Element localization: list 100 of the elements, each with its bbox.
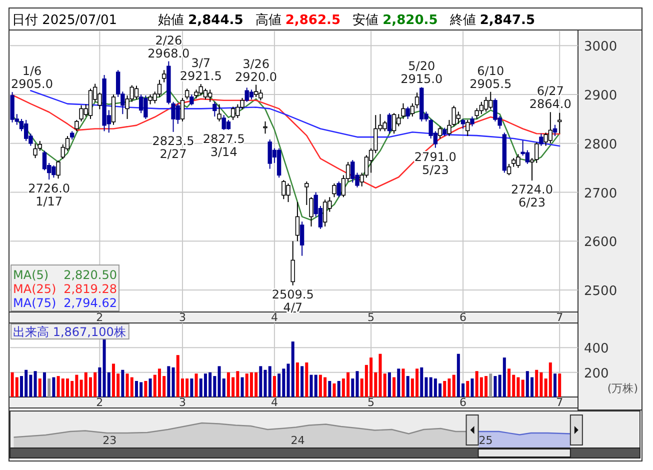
candlestick (295, 202, 300, 242)
bar (332, 383, 336, 397)
candlestick (300, 221, 304, 256)
bar (554, 374, 557, 397)
x-tick-label: 25 (478, 434, 493, 447)
chart-title: 出来高 1,867,100株 (13, 325, 126, 339)
y-axis-title: (万株) (607, 382, 638, 395)
candlestick (56, 160, 60, 180)
candlestick (134, 85, 139, 100)
bar (167, 366, 170, 397)
candlestick (484, 96, 488, 112)
x-tick-label: 3 (178, 311, 186, 324)
candlestick (336, 181, 341, 198)
annotation: 6/27 2864.0 (529, 84, 572, 112)
bar (383, 374, 386, 397)
candlestick (322, 199, 328, 227)
bar (190, 378, 194, 397)
candlestick (304, 181, 309, 206)
bar (38, 378, 42, 397)
candlestick (38, 140, 42, 152)
text: 安値 2,820.5 (352, 12, 438, 28)
bar (521, 380, 524, 397)
candlestick (74, 119, 79, 132)
text: 終値 2,847.5 (448, 13, 535, 28)
candlestick (332, 182, 336, 198)
bar (328, 380, 332, 397)
candlestick (180, 97, 185, 122)
annotation: 6/10 2905.5 (470, 64, 512, 91)
candlestick (203, 88, 208, 100)
candlestick (392, 112, 396, 134)
x-tick-label: 6 (460, 396, 467, 409)
candlestick (184, 88, 190, 100)
candlestick (33, 142, 38, 159)
legend: MA(5) 2,820.50 MA(25) 2,819.28 MA(75) 2,794.62 (10, 264, 120, 312)
candlestick (226, 119, 231, 130)
bar (337, 380, 340, 397)
bar (42, 372, 46, 397)
bar (48, 378, 51, 397)
candlestick (460, 118, 466, 130)
bar (291, 342, 294, 397)
bar (392, 377, 396, 397)
bar (388, 372, 391, 397)
annotation: 2,820.50 (64, 268, 117, 282)
bar (397, 368, 400, 397)
candlestick (438, 126, 442, 140)
y-tick-label: 2900 (584, 88, 618, 104)
annotation: 2827.5 3/14 (202, 132, 245, 159)
candlestick (217, 104, 222, 122)
candlestick (208, 89, 212, 102)
bar (148, 378, 152, 397)
bar (300, 366, 304, 397)
bar (310, 374, 313, 397)
annotation: 2,819.28 (64, 282, 117, 296)
candlestick (212, 101, 217, 118)
y-tick-label: 2800 (584, 137, 618, 152)
text: 高値 2,862.5 (255, 12, 340, 28)
x-tick-label: 4 (270, 396, 278, 409)
bar (452, 374, 456, 397)
bar (259, 366, 262, 397)
candlestick (387, 112, 392, 134)
candlestick (162, 70, 166, 83)
x-tick-label: 24 (290, 434, 305, 447)
annotation: 5/20 2915.0 (400, 59, 443, 86)
candlestick (447, 119, 452, 137)
candlestick (470, 116, 474, 127)
x-tick-label: 5 (368, 396, 375, 409)
candlestick (309, 196, 314, 227)
bar (402, 368, 405, 397)
annotation: 2823.5 2/27 (152, 134, 194, 161)
candlestick (42, 150, 47, 171)
candlestick (414, 92, 420, 109)
y-tick-label: 3000 (584, 40, 618, 55)
y-tick-label: 2500 (584, 284, 618, 300)
candlestick (157, 79, 162, 98)
candlestick (290, 240, 295, 286)
x-tick-label: 5 (368, 311, 375, 324)
bar (144, 380, 148, 397)
y-tick-label: 400 (584, 342, 609, 357)
candlestick (263, 120, 268, 134)
bar (489, 374, 492, 397)
candlestick (406, 106, 410, 120)
bar (272, 376, 276, 397)
bar (314, 374, 318, 397)
candlestick (401, 102, 406, 120)
bar (558, 374, 562, 397)
annotation: 3/26 2920.0 (235, 56, 278, 84)
bar (466, 380, 470, 397)
text: 始値 2,844.5 (158, 13, 244, 28)
bar (34, 371, 37, 397)
bar (470, 378, 474, 397)
bar (240, 377, 244, 397)
x-tick-label: 6 (460, 311, 467, 324)
y-tick-label: 2600 (584, 235, 618, 250)
bar (268, 366, 272, 397)
bar (121, 370, 124, 397)
x-tick-label: 7 (556, 311, 564, 324)
bar (420, 367, 424, 397)
bar (406, 376, 410, 397)
x-tick-label: 2 (96, 396, 104, 409)
candlestick (249, 89, 254, 100)
